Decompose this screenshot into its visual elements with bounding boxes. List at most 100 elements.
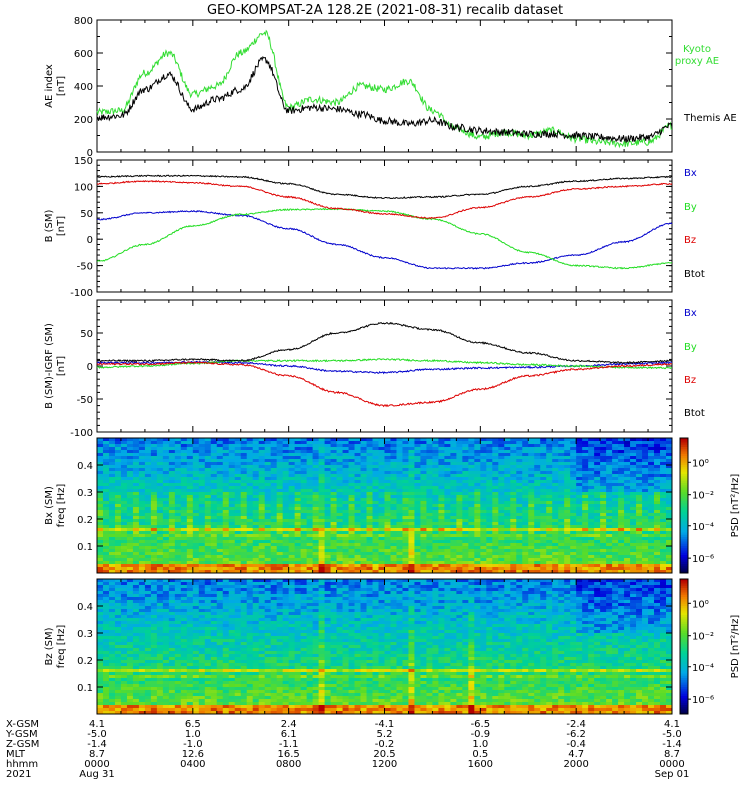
spectrogram-cell xyxy=(420,564,426,567)
spectrogram-cell xyxy=(636,525,642,528)
spectrogram-cell xyxy=(115,588,121,591)
spectrogram-cell xyxy=(612,444,618,447)
spectrogram-cell xyxy=(379,522,385,525)
spectrogram-cell xyxy=(235,564,241,567)
spectrogram-cell xyxy=(492,558,498,561)
spectrogram-cell xyxy=(217,483,223,486)
spectrogram-cell xyxy=(229,444,235,447)
spectrogram-cell xyxy=(277,555,283,558)
spectrogram-cell xyxy=(426,540,432,543)
spectrogram-cell xyxy=(396,483,402,486)
spectrogram-cell xyxy=(510,504,516,507)
spectrogram-cell xyxy=(235,546,241,549)
spectrogram-cell xyxy=(468,504,474,507)
spectrogram-cell xyxy=(648,504,654,507)
spectrogram-cell xyxy=(325,552,331,555)
spectrogram-cell xyxy=(648,474,654,477)
spectrogram-cell xyxy=(648,480,654,483)
spectrogram-cell xyxy=(558,438,564,441)
spectrogram-cell xyxy=(217,534,223,537)
spectrogram-cell xyxy=(199,561,205,564)
spectrogram-cell xyxy=(307,531,313,534)
spectrogram-cell xyxy=(325,489,331,492)
spectrogram-cell xyxy=(181,564,187,567)
spectrogram-cell xyxy=(355,504,361,507)
spectrogram-cell xyxy=(516,534,522,537)
spectrogram-cell xyxy=(199,567,205,570)
spectrogram-cell xyxy=(480,447,486,450)
spectrogram-cell xyxy=(133,516,139,519)
spectrogram-cell xyxy=(648,549,654,552)
spectrogram-cell xyxy=(133,522,139,525)
spectrogram-cell xyxy=(396,540,402,543)
spectrogram-cell xyxy=(115,660,121,663)
spectrogram-cell xyxy=(618,534,624,537)
spectrogram-cell xyxy=(636,483,642,486)
spectrogram-cell xyxy=(133,534,139,537)
spectrogram-cell xyxy=(426,477,432,480)
spectrogram-cell xyxy=(558,522,564,525)
spectrogram-cell xyxy=(139,483,145,486)
spectrogram-cell xyxy=(666,525,672,528)
spectrogram-cell xyxy=(247,471,253,474)
spectrogram-cell xyxy=(121,471,127,474)
spectrogram-cell xyxy=(283,564,289,567)
spectrogram-cell xyxy=(624,477,630,480)
spectrogram-cell xyxy=(337,567,343,570)
spectrogram-cell xyxy=(396,522,402,525)
spectrogram-cell xyxy=(229,450,235,453)
spectrogram-cell xyxy=(450,558,456,561)
spectrogram-cell xyxy=(420,492,426,495)
spectrogram-cell xyxy=(217,513,223,516)
spectrogram-cell xyxy=(289,516,295,519)
spectrogram-cell xyxy=(630,561,636,564)
spectrogram-cell xyxy=(355,471,361,474)
spectrogram-cell xyxy=(385,468,391,471)
spectrogram-cell xyxy=(187,474,193,477)
spectrogram-cell xyxy=(396,558,402,561)
spectrogram-cell xyxy=(115,603,121,606)
spectrogram-cell xyxy=(552,501,558,504)
y-axis-label-3-unit-text: [nT] xyxy=(56,356,67,376)
spectrogram-cell xyxy=(163,477,169,480)
spectrogram-cell xyxy=(295,477,301,480)
spectrogram-cell xyxy=(367,456,373,459)
spectrogram-cell xyxy=(289,453,295,456)
spectrogram-cell xyxy=(498,504,504,507)
spectrogram-cell xyxy=(420,474,426,477)
spectrogram-cell xyxy=(241,477,247,480)
spectrogram-cell xyxy=(492,507,498,510)
spectrogram-cell xyxy=(642,543,648,546)
spectrogram-cell xyxy=(301,450,307,453)
spectrogram-cell xyxy=(223,549,229,552)
spectrogram-cell xyxy=(271,468,277,471)
spectrogram-cell xyxy=(379,528,385,531)
spectrogram-cell xyxy=(396,453,402,456)
spectrogram-cell xyxy=(654,537,660,540)
spectrogram-cell xyxy=(109,693,115,696)
spectrogram-cell xyxy=(115,525,121,528)
spectrogram-cell xyxy=(115,486,121,489)
spectrogram-cell xyxy=(271,564,277,567)
spectrogram-cell xyxy=(289,540,295,543)
spectrogram-cell xyxy=(480,504,486,507)
spectrogram-cell xyxy=(217,567,223,570)
spectrogram-cell xyxy=(271,453,277,456)
spectrogram-cell xyxy=(355,534,361,537)
spectrogram-cell xyxy=(181,447,187,450)
spectrogram-cell xyxy=(594,471,600,474)
spectrogram-cell xyxy=(432,537,438,540)
spectrogram-cell xyxy=(552,555,558,558)
spectrogram-cell xyxy=(223,462,229,465)
spectrogram-cell xyxy=(127,525,133,528)
spectrogram-cell xyxy=(540,510,546,513)
spectrogram-cell xyxy=(636,501,642,504)
spectrogram-cell xyxy=(115,444,121,447)
spectrogram-cell xyxy=(97,564,103,567)
spectrogram-cell xyxy=(133,537,139,540)
spectrogram-cell xyxy=(211,438,217,441)
spectrogram-cell xyxy=(582,546,588,549)
spectrogram-cell xyxy=(618,564,624,567)
spectrogram-cell xyxy=(121,531,127,534)
spectrogram-cell xyxy=(259,438,265,441)
